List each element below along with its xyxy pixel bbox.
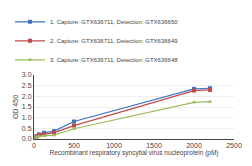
svg-text:0: 0 <box>32 142 36 149</box>
svg-text:Recombinant respiratory syncyt: Recombinant respiratory syncytial virus … <box>49 149 218 157</box>
svg-text:1.5: 1.5 <box>22 103 32 110</box>
svg-text:OD 450: OD 450 <box>12 95 19 119</box>
svg-text:1.0: 1.0 <box>22 114 32 121</box>
svg-text:0.5: 0.5 <box>22 125 32 132</box>
svg-text:0.0: 0.0 <box>22 135 32 142</box>
svg-text:2.0: 2.0 <box>22 93 32 100</box>
svg-text:2500: 2500 <box>226 142 242 149</box>
svg-text:2. Capture: GTX636711, Detecti: 2. Capture: GTX636711, Detection: GTX636… <box>50 38 178 44</box>
svg-text:1000: 1000 <box>106 142 122 149</box>
svg-text:500: 500 <box>68 142 80 149</box>
svg-text:2.5: 2.5 <box>22 82 32 89</box>
svg-text:1500: 1500 <box>146 142 162 149</box>
svg-text:2000: 2000 <box>186 142 202 149</box>
svg-text:1. Capture: GTX636711, Detecti: 1. Capture: GTX636711, Detection: GTX636… <box>50 19 178 25</box>
svg-text:3. Capture: GTX636711, Detecti: 3. Capture: GTX636711, Detection: GTX636… <box>50 57 178 63</box>
svg-text:3.0: 3.0 <box>22 71 32 78</box>
